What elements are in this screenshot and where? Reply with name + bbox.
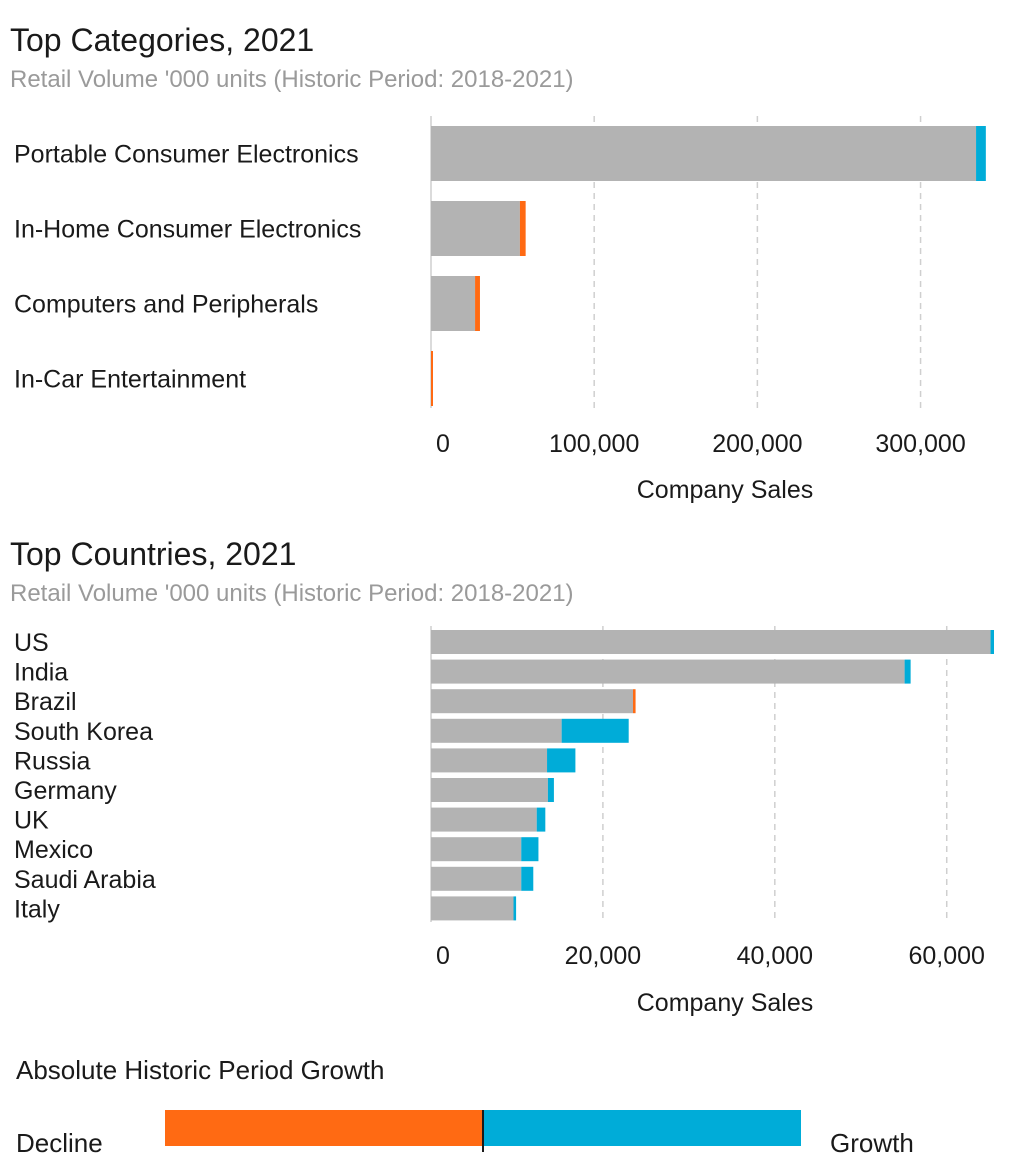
x-tick-label: 20,000 xyxy=(565,942,641,970)
growth-color-scale xyxy=(165,1110,801,1146)
category-label: South Korea xyxy=(14,718,153,746)
category-label: Russia xyxy=(14,747,91,775)
bar-base xyxy=(431,689,633,714)
bar-base xyxy=(431,778,548,802)
bar-growth-segment xyxy=(547,748,576,773)
legend-growth-label: Growth xyxy=(830,1128,914,1158)
categories-bar-chart: Portable Consumer Electronics In-Home Con… xyxy=(14,116,986,504)
bar-growth-segment xyxy=(519,201,526,256)
legend-decline-label: Decline xyxy=(16,1128,103,1158)
bar-growth-segment xyxy=(547,778,554,802)
x-tick-label: 100,000 xyxy=(549,430,639,458)
category-label: Computers and Peripherals xyxy=(14,291,318,319)
growth-swatch xyxy=(483,1110,801,1146)
x-tick-label: 300,000 xyxy=(875,430,965,458)
scale-midpoint-tick xyxy=(482,1110,484,1152)
bar-base xyxy=(431,630,991,654)
bar-base xyxy=(431,866,522,891)
chart1-title: Top Categories, 2021 xyxy=(10,22,315,58)
bar-base xyxy=(431,807,537,832)
x-tick-label: 0 xyxy=(436,942,450,970)
chart2-subtitle: Retail Volume '000 units (Historic Perio… xyxy=(10,580,574,607)
bar-growth-segment xyxy=(475,276,480,331)
bar-growth-segment xyxy=(431,351,433,406)
bar-base xyxy=(431,896,514,921)
category-label: UK xyxy=(14,807,49,835)
bar-base xyxy=(431,748,548,773)
bar-growth-segment xyxy=(521,866,534,891)
decline-swatch xyxy=(165,1110,483,1146)
category-label: India xyxy=(14,659,68,687)
category-label: In-Home Consumer Electronics xyxy=(14,216,361,244)
bar-base xyxy=(431,126,977,181)
bar-growth-segment xyxy=(990,630,994,654)
category-label: Mexico xyxy=(14,836,93,864)
legend-title: Absolute Historic Period Growth xyxy=(16,1055,385,1085)
bar-base xyxy=(431,718,562,743)
chart2-title: Top Countries, 2021 xyxy=(10,536,297,572)
bar-base xyxy=(431,659,905,684)
chart1-subtitle: Retail Volume '000 units (Historic Perio… xyxy=(10,66,574,93)
x-axis-title: Company Sales xyxy=(637,476,813,504)
bar-growth-segment xyxy=(904,659,911,684)
category-label: In-Car Entertainment xyxy=(14,366,246,394)
bar-base xyxy=(431,201,520,256)
category-label: US xyxy=(14,629,49,657)
x-tick-label: 60,000 xyxy=(908,942,984,970)
x-tick-label: 0 xyxy=(436,430,450,458)
x-tick-label: 200,000 xyxy=(712,430,802,458)
category-label: Germany xyxy=(14,777,117,805)
category-label: Brazil xyxy=(14,688,77,716)
category-label: Portable Consumer Electronics xyxy=(14,141,359,169)
bar-base xyxy=(431,837,522,862)
bar-growth-segment xyxy=(632,689,636,714)
bar-growth-segment xyxy=(561,718,629,743)
x-tick-label: 40,000 xyxy=(737,942,813,970)
bar-growth-segment xyxy=(521,837,539,862)
bar-growth-segment xyxy=(536,807,546,832)
x-axis-title: Company Sales xyxy=(637,989,813,1017)
bar-base xyxy=(431,276,476,331)
category-label: Saudi Arabia xyxy=(14,866,156,894)
bar-growth-segment xyxy=(513,896,517,921)
bar-growth-segment xyxy=(976,126,986,181)
category-label: Italy xyxy=(14,895,60,923)
